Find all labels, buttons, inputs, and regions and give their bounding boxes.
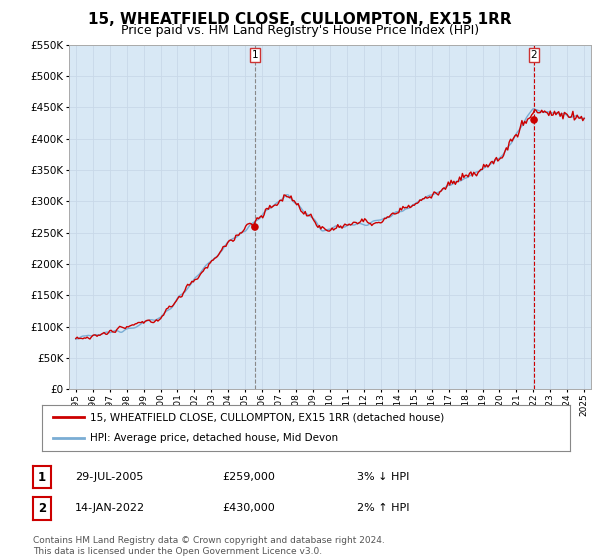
Text: £259,000: £259,000: [222, 472, 275, 482]
Text: 2: 2: [531, 50, 538, 60]
Text: 1: 1: [251, 50, 258, 60]
Text: Price paid vs. HM Land Registry's House Price Index (HPI): Price paid vs. HM Land Registry's House …: [121, 24, 479, 36]
Point: [250, 222, 260, 231]
Text: £430,000: £430,000: [222, 503, 275, 514]
Point: [529, 115, 539, 124]
Text: 14-JAN-2022: 14-JAN-2022: [75, 503, 145, 514]
Text: 2% ↑ HPI: 2% ↑ HPI: [357, 503, 409, 514]
Text: Contains HM Land Registry data © Crown copyright and database right 2024.
This d: Contains HM Land Registry data © Crown c…: [33, 536, 385, 556]
Text: 2: 2: [38, 502, 46, 515]
Text: HPI: Average price, detached house, Mid Devon: HPI: Average price, detached house, Mid …: [89, 433, 338, 444]
Text: 29-JUL-2005: 29-JUL-2005: [75, 472, 143, 482]
Text: 3% ↓ HPI: 3% ↓ HPI: [357, 472, 409, 482]
Text: 15, WHEATFIELD CLOSE, CULLOMPTON, EX15 1RR: 15, WHEATFIELD CLOSE, CULLOMPTON, EX15 1…: [88, 12, 512, 27]
Text: 15, WHEATFIELD CLOSE, CULLOMPTON, EX15 1RR (detached house): 15, WHEATFIELD CLOSE, CULLOMPTON, EX15 1…: [89, 412, 444, 422]
Text: 1: 1: [38, 470, 46, 484]
